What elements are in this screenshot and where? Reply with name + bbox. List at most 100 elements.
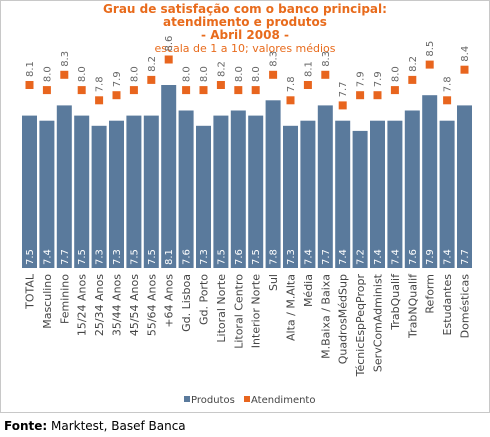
produtos-bars bbox=[22, 85, 472, 269]
bar-produtos bbox=[404, 110, 420, 268]
label-atendimento: 7.9 bbox=[112, 71, 123, 87]
category-label: Litoral Norte bbox=[215, 274, 228, 343]
label-atendimento: 8.0 bbox=[251, 66, 262, 82]
label-produtos: 7.4 bbox=[303, 249, 314, 265]
label-atendimento: 8.3 bbox=[269, 51, 280, 67]
bar-produtos bbox=[196, 125, 211, 268]
marker-atendimento bbox=[390, 86, 399, 95]
category-label: 15/24 Anos bbox=[76, 274, 89, 336]
category-label: 35/44 Anos bbox=[111, 274, 124, 336]
category-label: TécnicEspPeqPropr bbox=[354, 274, 367, 378]
bar-produtos bbox=[126, 115, 142, 268]
bar-produtos bbox=[387, 120, 403, 268]
bar-produtos bbox=[300, 120, 316, 268]
bar-produtos bbox=[422, 95, 438, 268]
bar-produtos bbox=[317, 105, 333, 269]
label-atendimento: 8.0 bbox=[77, 66, 88, 82]
category-label: TrabQualif bbox=[389, 273, 402, 331]
bar-produtos bbox=[213, 115, 229, 268]
label-produtos: 7.7 bbox=[60, 249, 71, 265]
label-produtos: 7.3 bbox=[199, 249, 210, 265]
legend: Produtos Atendimento bbox=[184, 395, 315, 406]
bar-produtos bbox=[439, 120, 455, 268]
source-label: Fonte: bbox=[4, 419, 48, 433]
label-produtos: 7.4 bbox=[390, 249, 401, 265]
marker-atendimento bbox=[60, 70, 69, 79]
bar-produtos bbox=[352, 130, 368, 268]
marker-atendimento bbox=[77, 86, 86, 95]
legend-swatch-produtos bbox=[184, 396, 190, 402]
label-atendimento: 8.5 bbox=[425, 41, 436, 57]
category-label: Domésticas bbox=[459, 274, 472, 339]
category-label: TOTAL bbox=[24, 273, 37, 310]
bar-produtos bbox=[248, 115, 264, 268]
label-produtos: 7.6 bbox=[182, 249, 193, 265]
label-produtos: 7.4 bbox=[42, 249, 53, 265]
label-produtos: 7.2 bbox=[356, 249, 367, 265]
bar-produtos bbox=[143, 115, 159, 268]
bar-produtos bbox=[39, 120, 55, 268]
marker-atendimento bbox=[251, 86, 260, 95]
bar-produtos bbox=[22, 115, 37, 268]
category-label: Masculino bbox=[41, 274, 54, 329]
bar-produtos bbox=[370, 120, 385, 268]
category-label: Sul bbox=[267, 274, 280, 291]
value-labels: 8.1 7.5 8.0 7.4 8.3 7.7 8.0 7.5 7.8 7.3 7.9 7.3 8.0 7… bbox=[25, 36, 471, 265]
label-atendimento: 8.1 bbox=[25, 61, 36, 77]
source-footer: Fonte: Marktest, Basef Banca bbox=[4, 419, 186, 433]
bar-produtos bbox=[109, 120, 124, 268]
label-produtos: 8.1 bbox=[164, 249, 175, 265]
chart-plot: 8.1 7.5 8.0 7.4 8.3 7.7 8.0 7.5 7.8 7.3 7.9 7.3 8.0 7… bbox=[22, 36, 472, 406]
bar-produtos bbox=[457, 105, 472, 269]
marker-atendimento bbox=[42, 86, 51, 95]
label-atendimento: 7.9 bbox=[356, 71, 367, 87]
label-atendimento: 8.0 bbox=[129, 66, 140, 82]
label-atendimento: 8.0 bbox=[234, 66, 245, 82]
title-line-3: - Abril 2008 - bbox=[201, 28, 289, 42]
label-atendimento: 8.0 bbox=[42, 66, 53, 82]
label-produtos: 7.8 bbox=[269, 249, 280, 265]
category-label: Gd. Lisboa bbox=[180, 274, 193, 332]
marker-atendimento bbox=[216, 81, 225, 89]
label-produtos: 7.6 bbox=[234, 249, 245, 265]
label-atendimento: 8.0 bbox=[199, 66, 210, 82]
category-label: TrabNQualif bbox=[406, 273, 419, 339]
bar-produtos bbox=[56, 105, 72, 269]
category-label: ServComAdminist bbox=[372, 273, 385, 372]
label-produtos: 7.7 bbox=[321, 249, 332, 265]
label-produtos: 7.3 bbox=[112, 249, 123, 265]
category-labels: TOTAL Masculino Feminino 15/24 Anos 25/34 An… bbox=[24, 273, 472, 377]
label-produtos: 7.6 bbox=[408, 249, 419, 265]
label-atendimento: 7.9 bbox=[373, 71, 384, 87]
category-label: +64 Anos bbox=[163, 274, 176, 328]
label-produtos: 7.4 bbox=[338, 249, 349, 265]
marker-atendimento bbox=[338, 101, 347, 110]
category-label: Alta / M.Alta bbox=[285, 274, 298, 341]
label-atendimento: 8.3 bbox=[321, 51, 332, 67]
label-produtos: 7.7 bbox=[460, 249, 471, 265]
marker-atendimento bbox=[443, 96, 452, 105]
bar-produtos bbox=[178, 110, 194, 268]
marker-atendimento bbox=[460, 65, 469, 74]
label-atendimento: 8.3 bbox=[60, 51, 71, 67]
bar-produtos bbox=[161, 85, 177, 268]
marker-atendimento bbox=[425, 60, 434, 69]
label-atendimento: 8.2 bbox=[147, 56, 158, 72]
category-label: Gd. Porto bbox=[198, 274, 211, 325]
chart-subtitle: escala de 1 a 10; valores médios bbox=[154, 42, 336, 55]
label-atendimento: 7.7 bbox=[338, 81, 349, 97]
marker-atendimento bbox=[112, 91, 121, 100]
chart-title: Grau de satisfação com o banco principal… bbox=[0, 2, 490, 56]
label-atendimento: 7.8 bbox=[95, 76, 106, 92]
marker-atendimento bbox=[25, 81, 34, 89]
marker-atendimento bbox=[303, 81, 312, 89]
label-atendimento: 8.2 bbox=[408, 56, 419, 72]
marker-atendimento bbox=[408, 75, 417, 84]
bar-produtos bbox=[265, 100, 281, 268]
title-line-1: Grau de satisfação com o banco principal… bbox=[103, 2, 387, 16]
bar-produtos bbox=[91, 125, 107, 268]
label-atendimento: 8.0 bbox=[390, 66, 401, 82]
label-atendimento: 8.2 bbox=[216, 61, 227, 77]
category-label: Feminino bbox=[58, 274, 71, 324]
marker-atendimento bbox=[164, 55, 173, 64]
